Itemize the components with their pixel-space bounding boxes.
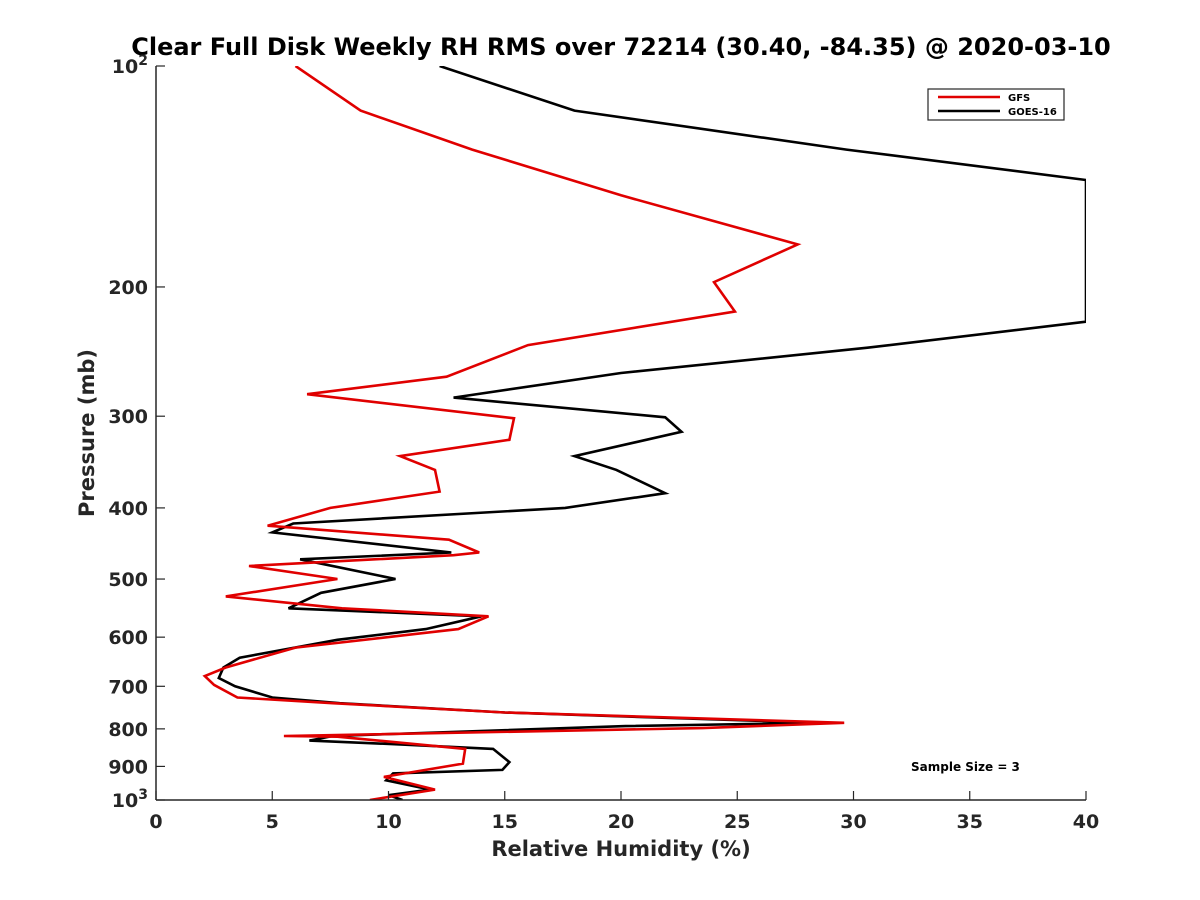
y-tick-label: 400 [108,498,148,520]
x-tick-label: 15 [492,811,518,833]
x-tick-label: 35 [957,811,983,833]
y-tick-label: 900 [108,756,148,778]
y-tick-label: 102 [112,53,148,78]
x-axis-ticks: 0 5 10 15 20 25 30 35 40 [149,791,1099,833]
series-line-goes16 [217,66,1086,800]
y-tick-label: 800 [108,719,148,741]
y-tick-label: 700 [108,676,148,698]
legend: GFS GOES-16 [927,88,1065,121]
x-tick-label: 40 [1073,811,1099,833]
chart-title: Clear Full Disk Weekly RH RMS over 72214… [131,33,1111,61]
x-tick-label: 10 [375,811,401,833]
y-axis-label: Pressure (mb) [75,349,99,517]
y-axis-ticks: 102 200 300 400 500 600 700 800 900 103 [108,53,165,812]
x-tick-label: 0 [149,811,162,833]
series-layer [202,66,1086,800]
x-tick-label: 20 [608,811,634,833]
series-line-gfs [202,66,845,800]
y-tick-label: 500 [108,569,148,591]
legend-label-goes16: GOES-16 [1008,107,1057,118]
x-tick-label: 25 [724,811,750,833]
y-tick-label: 200 [108,277,148,299]
x-tick-label: 5 [266,811,279,833]
y-tick-label: 300 [108,406,148,428]
x-axis-label: Relative Humidity (%) [491,837,750,861]
legend-label-gfs: GFS [1008,93,1030,104]
sample-size-annotation: Sample Size = 3 [911,760,1020,774]
y-tick-label: 103 [112,787,148,812]
plot-area [156,66,1086,800]
legend-box [927,88,1065,121]
y-tick-label: 600 [108,627,148,649]
x-tick-label: 30 [840,811,866,833]
